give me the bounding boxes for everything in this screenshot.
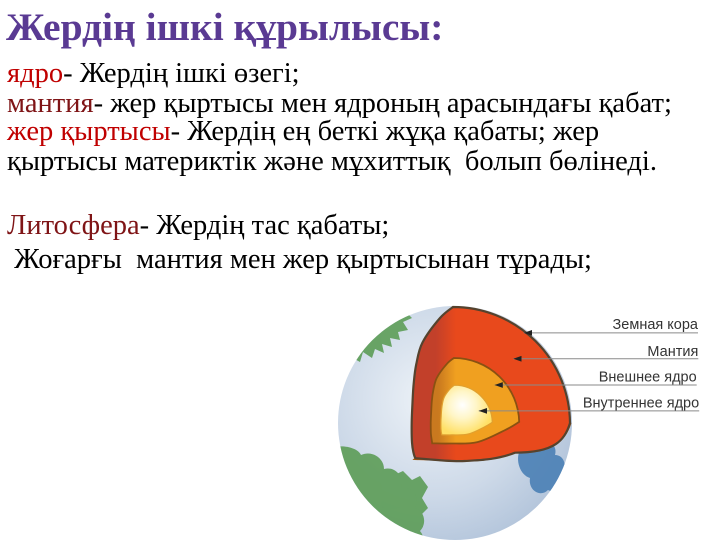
svg-text:Мантия: Мантия: [647, 344, 698, 360]
svg-text:Земная кора: Земная кора: [613, 317, 699, 333]
svg-text:Внешнее ядро: Внешнее ядро: [599, 370, 697, 386]
svg-text:Внутреннее ядро: Внутреннее ядро: [583, 396, 699, 412]
